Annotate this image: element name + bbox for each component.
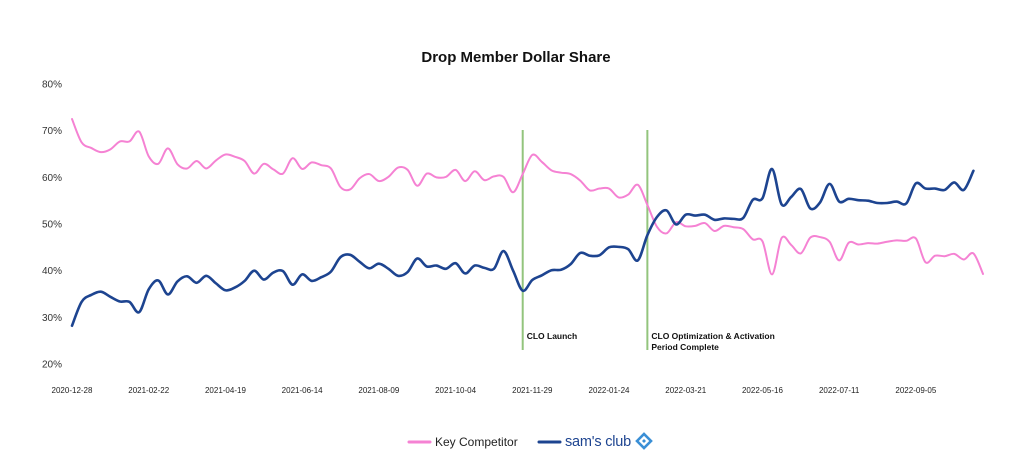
annotation-label: CLO Optimization & Activation: [651, 331, 774, 341]
y-tick-label: 70%: [42, 126, 62, 137]
chart-title: Drop Member Dollar Share: [421, 49, 610, 66]
annotation-label: CLO Launch: [527, 331, 578, 341]
x-tick-label: 2021-08-09: [358, 386, 399, 395]
x-tick-label: 2021-10-04: [435, 386, 476, 395]
y-axis: 20% 30% 40% 50% 60% 70% 80%: [42, 80, 62, 371]
series-line-sams-club: [70, 167, 975, 328]
annotations: CLO Launch CLO Optimization & ActivationP…: [521, 130, 775, 352]
annotation-label: Period Complete: [651, 342, 719, 352]
series-line-key-competitor: [71, 118, 984, 276]
x-tick-label: 2022-01-24: [589, 386, 630, 395]
x-tick-label: 2022-07-11: [819, 386, 860, 395]
legend: Key Competitor sam's club: [407, 432, 653, 450]
x-tick-label: 2021-06-14: [282, 386, 323, 395]
x-tick-label: 2022-03-21: [665, 386, 706, 395]
y-tick-label: 60%: [42, 173, 62, 184]
sams-club-diamond-icon: [635, 432, 653, 450]
sams-club-logo-text: sam's club: [565, 434, 631, 450]
legend-key-competitor-label: Key Competitor: [435, 435, 518, 449]
x-tick-label: 2021-11-29: [512, 386, 553, 395]
x-tick-label: 2021-02-22: [128, 386, 169, 395]
y-tick-label: 30%: [42, 313, 62, 324]
y-tick-label: 80%: [42, 80, 62, 91]
x-axis: 2020-12-28 2021-02-22 2021-04-19 2021-06-14…: [52, 386, 937, 395]
x-tick-label: 2020-12-28: [52, 386, 93, 395]
series-layer: [70, 118, 984, 328]
x-tick-label: 2022-05-16: [742, 386, 783, 395]
y-tick-label: 20%: [42, 360, 62, 371]
y-tick-label: 50%: [42, 220, 62, 231]
y-tick-label: 40%: [42, 266, 62, 277]
x-tick-label: 2021-04-19: [205, 386, 246, 395]
x-tick-label: 2022-09-05: [895, 386, 936, 395]
